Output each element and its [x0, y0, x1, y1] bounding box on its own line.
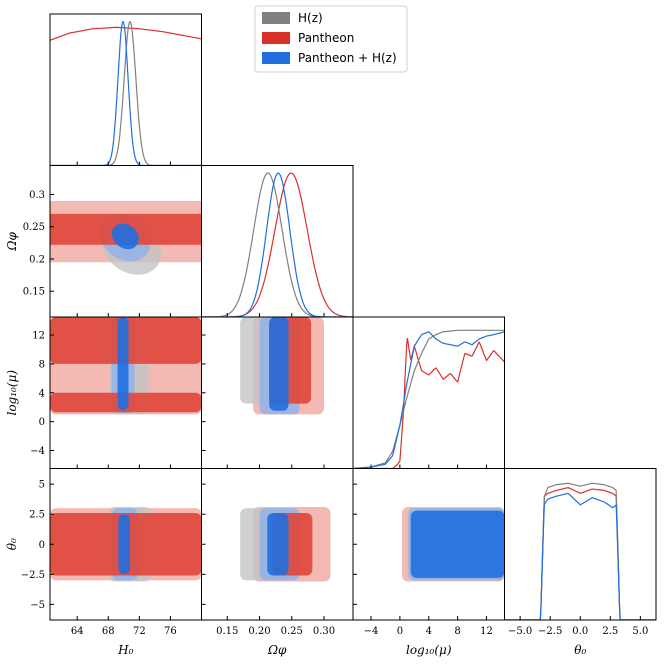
contour-pantheon-h-z--1sigma [269, 317, 289, 411]
y-tick-label: 12 [32, 331, 45, 342]
y-tick-label: −5 [30, 600, 45, 611]
joint-H0-log10_mu [50, 317, 202, 415]
y-axis-label: Ωφ [5, 231, 19, 251]
contour-pantheon-h-z--1sigma [111, 223, 139, 250]
y-axis-log10_mu: −4 0 4 8 12 log₁₀(μ) [5, 331, 206, 457]
x-axis-label: Ωφ [267, 643, 287, 657]
contour-pantheon-h-z--1sigma [410, 510, 505, 578]
marginal-curve-log10_mu-pantheon [353, 338, 505, 469]
marginal-curve-log10_mu-h-z- [353, 329, 505, 469]
y-axis-label: log₁₀(μ) [5, 370, 19, 416]
y-tick-label: 0.2 [29, 254, 45, 265]
x-tick-label: −5.0 [508, 626, 532, 637]
marginal-curve-H0-pantheon-h-z- [50, 20, 202, 166]
contour-pantheon-h-z--1sigma [118, 514, 131, 575]
marginal-curve-theta0-pantheon [504, 487, 656, 620]
joint-Omega_phi-log10_mu [240, 317, 324, 415]
legend-label: Pantheon [298, 31, 354, 45]
x-tick-label: 0.15 [216, 626, 238, 637]
panel-frame-1-1 [201, 165, 354, 318]
x-axis-theta0: −5.0 −2.5 0.0 2.5 5.0 θ₀ [508, 616, 648, 657]
marginal-log10_mu [353, 329, 505, 469]
joint-Omega_phi-theta0 [240, 506, 331, 582]
y-tick-label: 0.25 [23, 222, 45, 233]
x-tick-label: 76 [164, 626, 177, 637]
x-tick-label: 68 [102, 626, 115, 637]
x-tick-label: 5.0 [632, 626, 648, 637]
x-axis-H0: 64 68 72 76 H₀ [71, 161, 177, 657]
legend-swatch [262, 12, 290, 24]
marginal-theta0 [504, 482, 656, 620]
x-tick-label: 0.0 [572, 626, 588, 637]
x-axis-log10_mu: −4 0 4 8 12 log₁₀(μ) [364, 464, 493, 657]
legend-swatch [262, 32, 290, 44]
x-tick-label: 0.30 [313, 626, 335, 637]
panel-frame-3-3 [504, 468, 657, 621]
x-tick-label: 4 [426, 626, 432, 637]
legend-label: Pantheon + H(z) [298, 51, 397, 65]
x-tick-label: 2.5 [602, 626, 618, 637]
marginal-H0 [50, 20, 202, 166]
contour-pantheon-h-z--1sigma [117, 317, 129, 411]
y-tick-label: 0 [39, 540, 45, 551]
legend-swatch [262, 52, 290, 64]
joint-H0-theta0 [50, 506, 202, 582]
y-tick-label: 8 [39, 359, 45, 370]
y-tick-label: −2.5 [21, 570, 45, 581]
x-tick-label: 72 [133, 626, 146, 637]
x-tick-label: 0.25 [281, 626, 303, 637]
marginal-curve-Omega_phi-pantheon-h-z- [201, 172, 353, 317]
x-tick-label: 64 [71, 626, 84, 637]
y-tick-label: −4 [30, 446, 45, 457]
y-tick-label: 0.3 [29, 190, 45, 201]
y-tick-label: 0.15 [23, 287, 45, 298]
x-axis-label: θ₀ [574, 643, 586, 657]
y-tick-label: 4 [39, 388, 45, 399]
y-axis-theta0: −5 −2.5 0 2.5 5 θ₀ [5, 480, 357, 611]
legend: H(z) Pantheon Pantheon + H(z) [254, 5, 408, 73]
y-axis-Omega_phi: 0.15 0.2 0.25 0.3 Ωφ [5, 190, 54, 298]
x-tick-label: 8 [454, 626, 460, 637]
x-tick-label: −2.5 [538, 626, 562, 637]
y-tick-label: 2.5 [29, 510, 45, 521]
x-axis-label: log₁₀(μ) [406, 643, 452, 657]
marginal-curve-log10_mu-pantheon-h-z- [353, 331, 505, 469]
marginal-curve-theta0-h-z- [504, 482, 656, 620]
marginal-curve-theta0-pantheon-h-z- [504, 492, 656, 620]
y-tick-label: 5 [39, 480, 45, 491]
marginal-curve-H0-pantheon [50, 26, 202, 41]
legend-label: H(z) [298, 11, 323, 25]
y-axis-label: θ₀ [5, 538, 19, 550]
marginal-curve-Omega_phi-pantheon [201, 172, 353, 317]
x-tick-label: 0 [397, 626, 403, 637]
x-axis-label: H₀ [117, 643, 133, 657]
marginal-Omega_phi [201, 172, 353, 317]
joint-H0-Omega_phi [50, 200, 202, 275]
x-tick-label: 12 [480, 626, 493, 637]
x-tick-label: 0.20 [248, 626, 270, 637]
x-axis-Omega_phi: 0.15 0.20 0.25 0.30 Ωφ [216, 313, 335, 657]
joint-log10_mu-theta0 [402, 506, 505, 582]
contour-pantheon-h-z--1sigma [267, 512, 289, 576]
marginal-curve-Omega_phi-h-z- [201, 172, 353, 317]
x-tick-label: −4 [364, 626, 379, 637]
y-tick-label: 0 [39, 417, 45, 428]
marginal-curve-H0-h-z- [50, 20, 202, 166]
